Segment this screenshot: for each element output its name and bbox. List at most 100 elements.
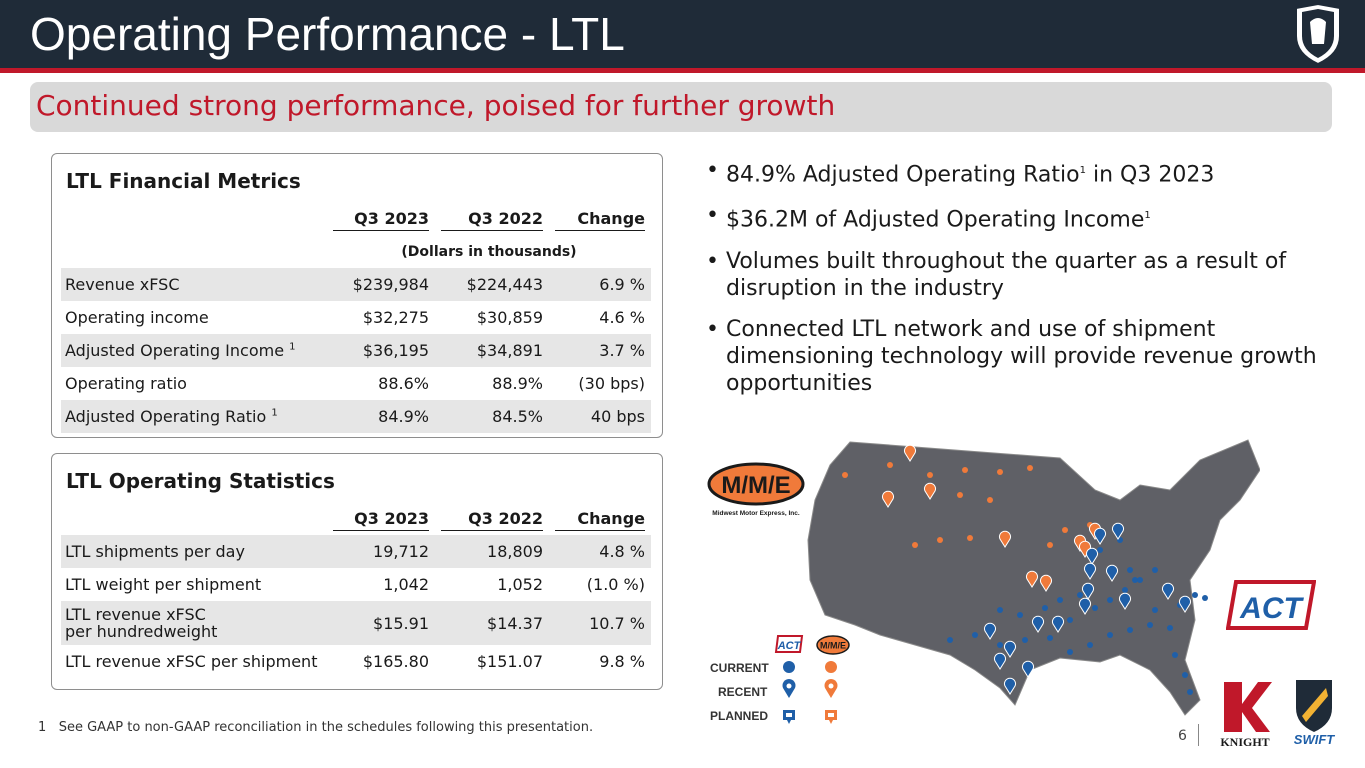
- terminal-dot: [947, 637, 953, 643]
- us-map-graphic: [807, 439, 1261, 716]
- mme-caption: Midwest Motor Express, Inc.: [712, 510, 800, 517]
- terminal-dot: [1127, 567, 1133, 573]
- footnote-ref: 1: [1144, 210, 1151, 222]
- terminal-dot: [997, 607, 1003, 613]
- terminal-pin-icon: [1179, 595, 1191, 613]
- list-item: Volumes built throughout the quarter as …: [706, 248, 1356, 302]
- terminal-pin-icon: [1026, 570, 1038, 588]
- terminal-dot: [962, 467, 968, 473]
- highlights-list: 84.9% Adjusted Operating Ratio1 in Q3 20…: [706, 157, 1356, 411]
- table-row: Adjusted Operating Income 1 $36,195 $34,…: [61, 334, 651, 367]
- terminal-pin-icon: [1004, 640, 1016, 658]
- cell-change: 10.7 %: [549, 601, 651, 645]
- knight-shield-icon: [1295, 2, 1341, 66]
- terminal-pin-icon: [1084, 562, 1096, 580]
- cell-q3-2023: $36,195: [327, 334, 435, 367]
- legend-markers: [782, 661, 838, 724]
- operating-statistics-panel: LTL Operating Statistics Q3 2023 Q3 2022…: [51, 453, 663, 690]
- legend-current-mme-icon: [825, 661, 837, 673]
- page-title: Operating Performance - LTL: [30, 8, 625, 60]
- knight-logo: KNIGHT: [1220, 682, 1272, 748]
- network-map: [700, 430, 1261, 730]
- cell-change: (1.0 %): [586, 575, 645, 594]
- terminal-pin-icon: [1082, 582, 1094, 600]
- cell-q3-2023: 88.6%: [378, 374, 429, 393]
- terminal-pin-icon: [994, 652, 1006, 670]
- terminal-dot: [1187, 689, 1193, 695]
- list-item: Connected LTL network and use of shipmen…: [706, 316, 1356, 397]
- terminal-dot: [842, 472, 848, 478]
- mme-logo: M/M/E Midwest Motor Express, Inc.: [707, 462, 805, 517]
- legend-mme-letters: M/M/E: [820, 641, 846, 651]
- cell-q3-2022: $224,443: [435, 268, 549, 301]
- terminal-dot: [1022, 637, 1028, 643]
- terminal-pin-icon: [984, 622, 996, 640]
- terminal-dot: [1167, 625, 1173, 631]
- legend-act-icon: ACT: [774, 635, 804, 653]
- terminal-pin-icon: [1112, 522, 1124, 540]
- col-q3-2022: Q3 2022: [441, 209, 543, 231]
- financial-metrics-title: LTL Financial Metrics: [66, 169, 301, 193]
- terminal-dot: [1147, 622, 1153, 628]
- row-label: Revenue xFSC: [61, 268, 327, 301]
- row-label: Operating ratio: [65, 374, 187, 393]
- terminal-pin-icon: [1094, 527, 1106, 545]
- list-item: $36.2M of Adjusted Operating Income1: [706, 202, 1356, 233]
- cell-q3-2022: 88.9%: [492, 374, 543, 393]
- legend-planned-label: PLANNED: [710, 709, 769, 723]
- financial-metrics-table: Q3 2023 Q3 2022 Change (Dollars in thous…: [61, 202, 651, 433]
- table-row: Revenue xFSC $239,984 $224,443 6.9 %: [61, 268, 651, 301]
- cell-q3-2022: $34,891: [435, 334, 549, 367]
- terminal-dot: [1017, 612, 1023, 618]
- terminal-pin-icon: [1162, 582, 1174, 600]
- col-q3-2022: Q3 2022: [441, 509, 543, 531]
- cell-change: 40 bps: [549, 400, 651, 433]
- terminal-dot: [1192, 592, 1198, 598]
- terminal-pin-icon: [1086, 547, 1098, 565]
- terminal-dot: [957, 492, 963, 498]
- col-q3-2023: Q3 2023: [333, 509, 429, 531]
- table-row: Operating ratio 88.6% 88.9% (30 bps): [61, 367, 651, 400]
- cell-q3-2022: 1,052: [497, 575, 543, 594]
- cell-change: 3.7 %: [549, 334, 651, 367]
- terminal-pin-icon: [1079, 597, 1091, 615]
- terminal-dot: [972, 632, 978, 638]
- terminal-dot: [1057, 597, 1063, 603]
- terminal-dot: [1087, 642, 1093, 648]
- terminal-dot: [1092, 605, 1098, 611]
- cell-q3-2022: $30,859: [476, 308, 543, 327]
- terminal-dot: [1152, 567, 1158, 573]
- header-accent-line: [0, 68, 1365, 73]
- terminal-pin-icon: [1032, 615, 1044, 633]
- terminal-pin-icon: [1022, 660, 1034, 678]
- terminal-dot: [997, 642, 1003, 648]
- cell-change: 6.9 %: [549, 268, 651, 301]
- cell-q3-2023: 1,042: [383, 575, 429, 594]
- terminal-dot: [1107, 597, 1113, 603]
- terminal-pin-icon: [1004, 677, 1016, 695]
- legend-act-letters: ACT: [777, 640, 802, 652]
- page-subtitle: Continued strong performance, poised for…: [36, 89, 836, 122]
- terminal-dot: [1132, 577, 1138, 583]
- terminal-pins: [842, 444, 1208, 695]
- swift-wordmark: SWIFT: [1294, 732, 1335, 746]
- terminal-dot: [1172, 652, 1178, 658]
- terminal-pin-icon: [904, 444, 916, 462]
- cell-change: 4.6 %: [599, 308, 645, 327]
- terminal-pin-icon: [882, 490, 894, 508]
- row-label: LTL shipments per day: [61, 535, 327, 568]
- table-row: LTL revenue xFSC per hundredweight $15.9…: [61, 601, 651, 645]
- financial-metrics-panel: LTL Financial Metrics Q3 2023 Q3 2022 Ch…: [51, 153, 663, 438]
- knight-wordmark: KNIGHT: [1220, 735, 1269, 748]
- terminal-dot: [1027, 465, 1033, 471]
- footnote: 1 See GAAP to non-GAAP reconciliation in…: [38, 720, 594, 735]
- row-label: LTL weight per shipment: [65, 575, 262, 594]
- terminal-dot: [1047, 635, 1053, 641]
- terminal-dot: [1152, 607, 1158, 613]
- terminal-dot: [1047, 542, 1053, 548]
- operating-statistics-table: Q3 2023 Q3 2022 Change LTL shipments per…: [61, 502, 651, 678]
- act-logo: ACT: [1226, 580, 1316, 630]
- terminal-dot: [1202, 595, 1208, 601]
- units-note: (Dollars in thousands): [401, 243, 577, 260]
- legend-current-act-icon: [783, 661, 795, 673]
